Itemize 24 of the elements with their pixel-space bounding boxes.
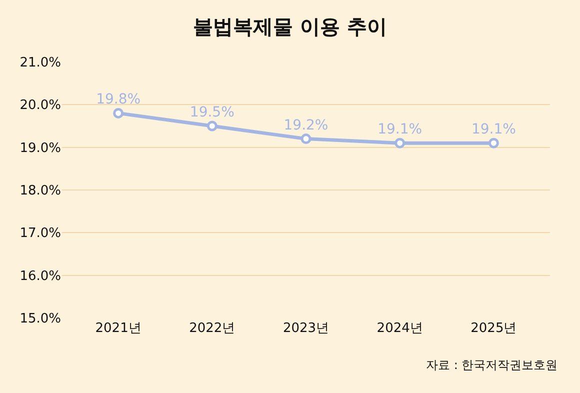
y-tick-label: 16.0%	[20, 268, 61, 284]
x-tick-label: 2025년	[470, 321, 517, 336]
y-tick-label: 20.0%	[20, 98, 61, 114]
point	[300, 134, 312, 144]
x-tick-label: 2021년	[95, 321, 142, 336]
x-tick-label: 2023년	[282, 321, 330, 336]
text: 19.2%	[284, 117, 328, 134]
point	[394, 138, 406, 148]
point	[206, 120, 218, 132]
y-tick-label: 19.0%	[20, 140, 61, 156]
x-tick-label: 2024년	[376, 321, 423, 336]
text: 19.5%	[190, 104, 234, 120]
text: 19.1%	[378, 122, 422, 138]
x-tick-label: 2022년	[189, 321, 236, 336]
text: 19.1%	[471, 122, 516, 138]
point	[113, 108, 124, 118]
text: 19.8%	[96, 92, 141, 108]
y-tick-label: 18.0%	[20, 184, 61, 199]
text: 자료 : 한국저작권보호원	[426, 358, 558, 372]
y-tick-label: 21.0%	[20, 56, 61, 71]
y-tick-label: 17.0%	[20, 226, 61, 242]
chart-title: 불법복제물 이용 추이	[193, 14, 387, 39]
point	[488, 138, 499, 148]
y-tick-label: 15.0%	[20, 312, 61, 327]
